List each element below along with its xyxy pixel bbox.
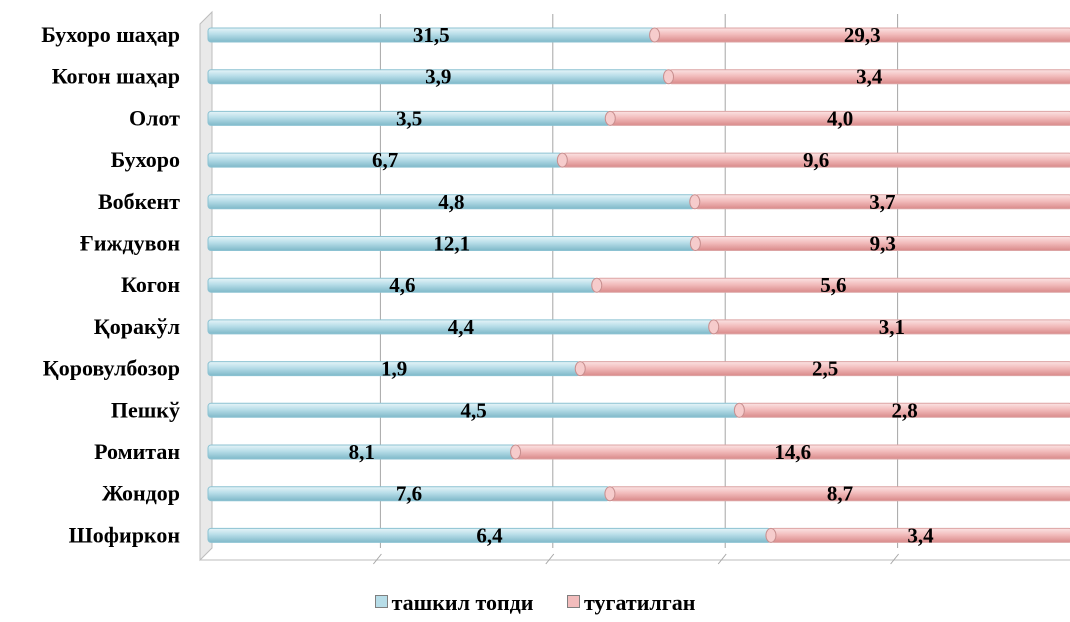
category-label: Ромитан	[94, 439, 180, 464]
data-label-series-1: 12,1	[433, 232, 470, 256]
category-label: Жондор	[102, 481, 180, 506]
bar-cap	[604, 486, 616, 502]
data-label-series-2: 9,3	[870, 232, 896, 256]
legend-label-series-2: тугатилган	[583, 590, 696, 615]
data-label-series-1: 3,5	[396, 106, 422, 130]
data-label-series-1: 4,6	[389, 273, 415, 297]
category-label: Когон	[121, 272, 180, 297]
bar-cap	[510, 444, 522, 460]
data-label-series-1: 6,7	[372, 148, 398, 172]
category-label: Қоракўл	[94, 314, 180, 339]
data-label-series-1: 1,9	[381, 357, 407, 381]
gridline-foot-2	[545, 553, 555, 565]
legend-swatch-series-2	[566, 595, 580, 608]
data-label-series-2: 14,6	[774, 440, 811, 464]
bar-cap	[689, 194, 701, 210]
data-label-series-2: 3,1	[879, 315, 905, 339]
bar-cap	[604, 110, 616, 126]
bar-cap	[663, 69, 675, 85]
data-label-series-2: 2,8	[892, 398, 918, 422]
data-label-series-2: 2,5	[812, 357, 838, 381]
gridline-foot-3	[717, 553, 727, 565]
category-label: Бухоро шаҳар	[41, 22, 180, 47]
bar-chart: Бухоро шаҳар 31,5 29,3 Когон шаҳар 3,9 3,4 Оло…	[41, 10, 1070, 565]
data-label-series-1: 3,9	[425, 65, 451, 89]
bar-cap	[591, 277, 603, 293]
bar-cap	[689, 236, 701, 251]
data-label-series-1: 4,4	[448, 315, 475, 339]
category-label: Ғиждувон	[80, 231, 180, 256]
bar-cap	[574, 361, 586, 377]
legend-item-series-2: тугатилган	[566, 590, 696, 616]
data-label-series-2: 9,6	[803, 148, 829, 172]
chart-side-wall	[199, 10, 213, 562]
category-label: Пешкў	[111, 397, 180, 422]
category-label: Когон шаҳар	[52, 64, 180, 89]
bar-cap	[556, 152, 568, 168]
bar-cap	[733, 402, 745, 418]
data-label-series-1: 7,6	[396, 482, 422, 506]
data-label-series-2: 3,4	[907, 523, 934, 547]
legend-label-series-1: ташкил топди	[391, 590, 534, 615]
category-label: Бухоро	[111, 147, 180, 172]
legend: ташкил топди тугатилган	[0, 590, 1070, 616]
data-label-series-2: 5,6	[820, 273, 846, 297]
data-label-series-2: 3,4	[856, 65, 883, 89]
data-label-series-2: 29,3	[844, 23, 881, 47]
data-label-series-1: 4,8	[438, 190, 464, 214]
bar-cap	[708, 319, 720, 335]
category-label: Вобкент	[98, 189, 180, 214]
gridline-foot-4	[890, 553, 899, 565]
gridline-foot-1	[373, 553, 382, 565]
data-label-series-1: 4,5	[461, 398, 487, 422]
category-label: Шофиркон	[69, 522, 181, 547]
bar-cap	[765, 527, 777, 543]
legend-item-series-1: ташкил топди	[374, 590, 534, 616]
category-label: Қоровулбозор	[43, 356, 180, 381]
data-label-series-1: 6,4	[476, 523, 503, 547]
data-label-series-2: 8,7	[827, 482, 853, 506]
data-label-series-1: 31,5	[413, 23, 450, 47]
data-label-series-1: 8,1	[349, 440, 375, 464]
legend-swatch-series-1	[374, 595, 388, 608]
data-label-series-2: 3,7	[869, 190, 895, 214]
bar-cap	[649, 27, 661, 43]
data-label-series-2: 4,0	[827, 106, 853, 130]
category-label: Олот	[129, 105, 180, 130]
